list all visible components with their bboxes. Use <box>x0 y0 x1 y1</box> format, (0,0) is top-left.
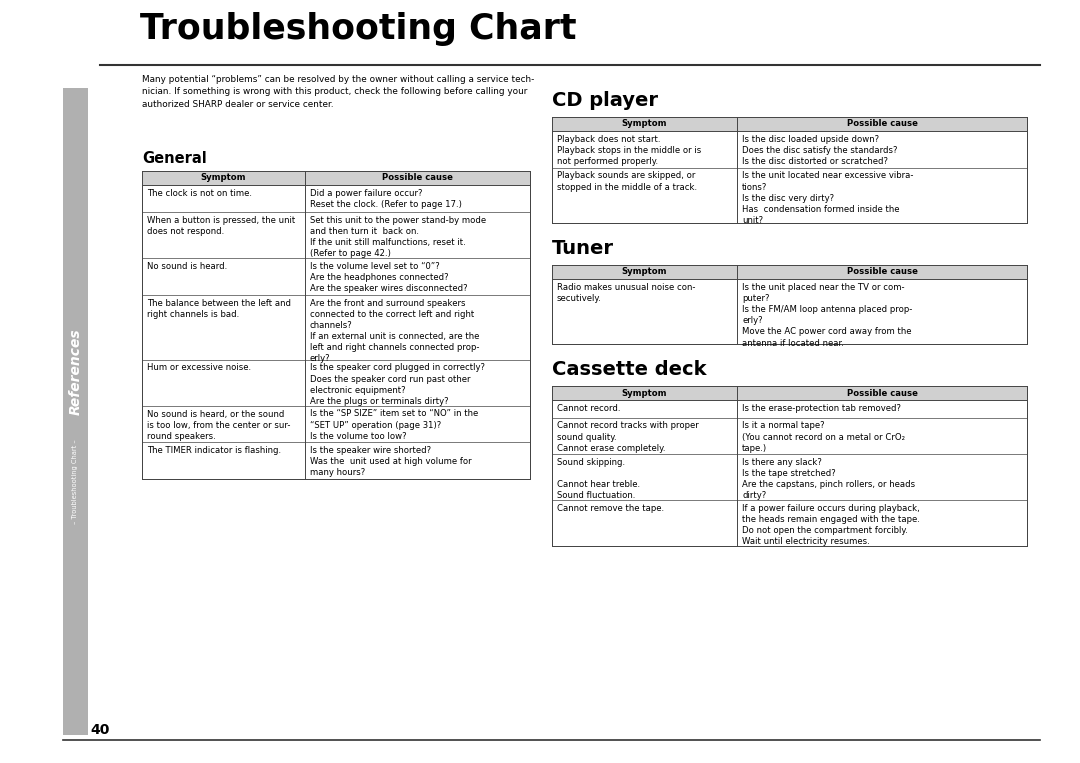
Bar <box>552 265 1027 344</box>
Text: Troubleshooting Chart: Troubleshooting Chart <box>140 12 577 46</box>
Text: 40: 40 <box>91 723 110 737</box>
Text: No sound is heard.: No sound is heard. <box>147 262 227 271</box>
Text: Is the unit placed near the TV or com-
puter?
Is the FM/AM loop antenna placed p: Is the unit placed near the TV or com- p… <box>742 283 913 347</box>
Text: Is the volume level set to “0”?
Are the headphones connected?
Are the speaker wi: Is the volume level set to “0”? Are the … <box>310 262 468 293</box>
Text: Did a power failure occur?
Reset the clock. (Refer to page 17.): Did a power failure occur? Reset the clo… <box>310 189 462 209</box>
Text: Hum or excessive noise.: Hum or excessive noise. <box>147 363 252 372</box>
Text: Is the disc loaded upside down?
Does the disc satisfy the standards?
Is the disc: Is the disc loaded upside down? Does the… <box>742 135 897 166</box>
Bar <box>141 171 530 185</box>
Text: Are the front and surround speakers
connected to the correct left and right
chan: Are the front and surround speakers conn… <box>310 298 480 363</box>
Text: Is the “SP SIZE” item set to “NO” in the
“SET UP” operation (page 31)?
Is the vo: Is the “SP SIZE” item set to “NO” in the… <box>310 410 478 441</box>
Text: Playback sounds are skipped, or
stopped in the middle of a track.: Playback sounds are skipped, or stopped … <box>557 172 697 192</box>
Text: When a button is pressed, the unit
does not respond.: When a button is pressed, the unit does … <box>147 216 295 236</box>
Text: Possible cause: Possible cause <box>847 268 918 276</box>
Text: Cassette deck: Cassette deck <box>552 360 706 379</box>
Text: Cannot remove the tape.: Cannot remove the tape. <box>557 504 664 513</box>
Bar <box>552 386 1027 400</box>
Text: Radio makes unusual noise con-
secutively.: Radio makes unusual noise con- secutivel… <box>557 283 696 303</box>
Text: Cannot record tracks with proper
sound quality.
Cannot erase completely.: Cannot record tracks with proper sound q… <box>557 421 699 452</box>
Bar <box>141 171 530 478</box>
Text: Is the erase-protection tab removed?: Is the erase-protection tab removed? <box>742 404 901 413</box>
Text: Symptom: Symptom <box>201 173 246 182</box>
Text: Is the speaker cord plugged in correctly?
Does the speaker cord run past other
e: Is the speaker cord plugged in correctly… <box>310 363 485 406</box>
Text: If a power failure occurs during playback,
the heads remain engaged with the tap: If a power failure occurs during playbac… <box>742 504 920 546</box>
Text: The balance between the left and
right channels is bad.: The balance between the left and right c… <box>147 298 291 319</box>
Bar <box>63 88 87 735</box>
Text: Cannot record.: Cannot record. <box>557 404 621 413</box>
Text: Possible cause: Possible cause <box>382 173 453 182</box>
Text: Possible cause: Possible cause <box>847 388 918 398</box>
Text: Many potential “problems” can be resolved by the owner without calling a service: Many potential “problems” can be resolve… <box>141 75 535 109</box>
Text: Playback does not start.
Playback stops in the middle or is
not performed proper: Playback does not start. Playback stops … <box>557 135 701 166</box>
Bar <box>552 117 1027 223</box>
Text: No sound is heard, or the sound
is too low, from the center or sur-
round speake: No sound is heard, or the sound is too l… <box>147 410 291 441</box>
Text: Sound skipping.

Cannot hear treble.
Sound fluctuation.: Sound skipping. Cannot hear treble. Soun… <box>557 458 640 501</box>
Text: Set this unit to the power stand-by mode
and then turn it  back on.
If the unit : Set this unit to the power stand-by mode… <box>310 216 486 259</box>
Bar <box>552 265 1027 279</box>
Text: The clock is not on time.: The clock is not on time. <box>147 189 252 198</box>
Text: Symptom: Symptom <box>622 268 667 276</box>
Text: General: General <box>141 151 206 166</box>
Text: CD player: CD player <box>552 91 658 110</box>
Text: Is it a normal tape?
(You cannot record on a metal or CrO₂
tape.): Is it a normal tape? (You cannot record … <box>742 421 905 452</box>
Text: Is the unit located near excessive vibra-
tions?
Is the disc very dirty?
Has  co: Is the unit located near excessive vibra… <box>742 172 914 225</box>
Text: – Troubleshooting Chart –: – Troubleshooting Chart – <box>72 439 79 524</box>
Text: Symptom: Symptom <box>622 388 667 398</box>
Text: Symptom: Symptom <box>622 120 667 128</box>
Text: Is there any slack?
Is the tape stretched?
Are the capstans, pinch rollers, or h: Is there any slack? Is the tape stretche… <box>742 458 916 501</box>
Text: Is the speaker wire shorted?
Was the  unit used at high volume for
many hours?: Is the speaker wire shorted? Was the uni… <box>310 446 472 477</box>
Bar <box>552 386 1027 546</box>
Bar <box>552 117 1027 131</box>
Text: The TIMER indicator is flashing.: The TIMER indicator is flashing. <box>147 446 281 455</box>
Text: Tuner: Tuner <box>552 239 615 258</box>
Text: Possible cause: Possible cause <box>847 120 918 128</box>
Text: References: References <box>68 328 82 415</box>
